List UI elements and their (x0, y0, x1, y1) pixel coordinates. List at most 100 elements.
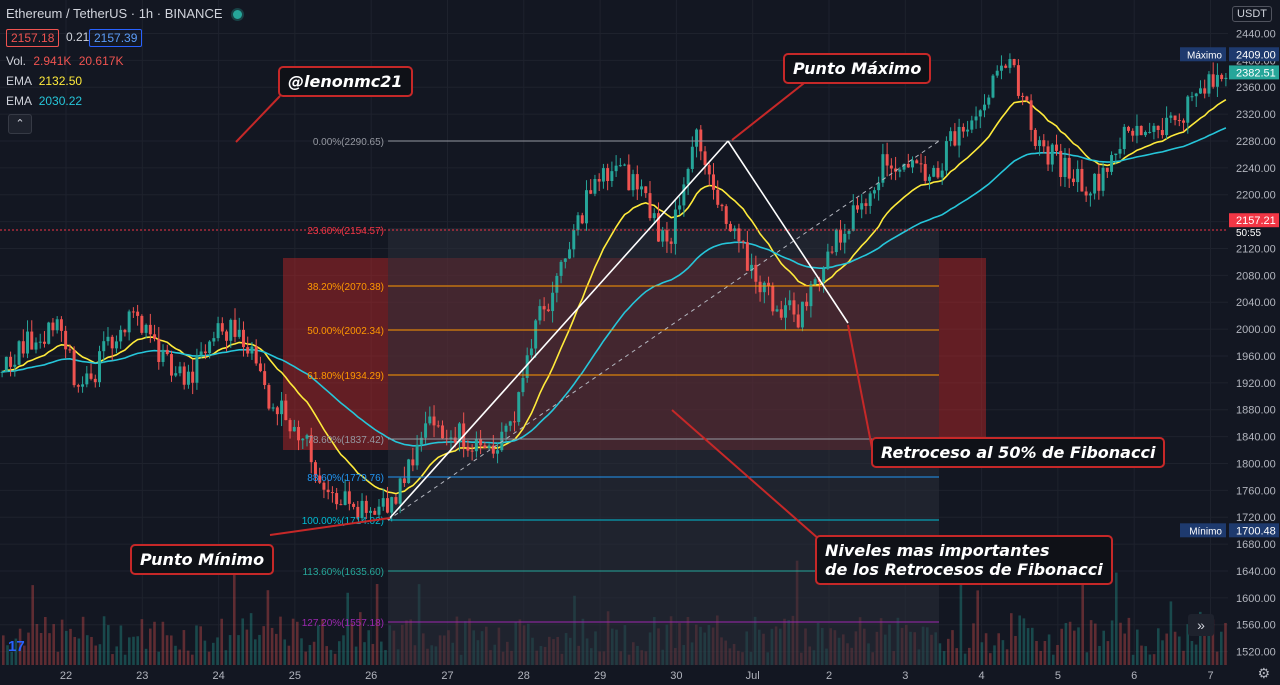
levels-callout-line1: Niveles mas importantes (825, 541, 1050, 560)
candle-body (131, 311, 135, 313)
candle-body (961, 126, 965, 132)
author-callout: @lenonmc21 (278, 66, 413, 97)
volume-bar (48, 633, 51, 665)
candle-body (419, 437, 423, 445)
symbol-header[interactable]: Ethereum / TetherUS · 1h · BINANCE (6, 6, 242, 21)
candle-body (144, 324, 148, 333)
volume-bar (1224, 622, 1227, 665)
annotation-pointer (847, 324, 873, 449)
candle-body (995, 70, 999, 76)
candle-body (754, 264, 758, 282)
volume-bar (115, 646, 118, 665)
candle-body (546, 309, 550, 312)
volume-bar (1106, 641, 1110, 665)
volume-bar (266, 590, 270, 665)
candle-body (1105, 167, 1109, 172)
candle-body (275, 407, 279, 415)
candle-body (1008, 59, 1012, 68)
sell-price[interactable]: 2157.18 (6, 29, 60, 47)
buy-price[interactable]: 2157.39 (89, 29, 143, 47)
candle-body (1173, 115, 1177, 121)
candle-body (212, 338, 216, 342)
candle-body (1220, 74, 1224, 80)
current-price-bg (1229, 213, 1279, 228)
price-tick: 2360.00 (1236, 82, 1276, 94)
volume-bar (161, 621, 165, 665)
volume-bar (228, 635, 232, 665)
candle-body (402, 478, 406, 484)
max-price-label-bg (1180, 47, 1226, 62)
candle-body (339, 504, 343, 506)
candle-body (369, 510, 372, 513)
gear-icon[interactable]: ⚙ (1257, 665, 1270, 681)
price-tick: 1960.00 (1236, 351, 1276, 363)
volume-bar (10, 651, 13, 665)
candle-body (1224, 77, 1228, 80)
candle-body (428, 416, 432, 424)
volume-bar (1052, 654, 1055, 665)
volume-bar (1005, 649, 1009, 665)
volume-bar (27, 632, 30, 665)
volume-bar (1136, 629, 1139, 665)
candle-body (199, 351, 203, 355)
volume-bar (1119, 622, 1122, 665)
candle-body (326, 489, 330, 493)
volume-bar (102, 616, 106, 665)
volume-bar (968, 647, 971, 665)
candle-body (800, 301, 804, 328)
ema-fast-line (1, 99, 1227, 495)
candle-body (457, 423, 461, 443)
scroll-to-realtime-button[interactable]: » (1188, 614, 1214, 636)
volume-legend[interactable]: Vol. 2.941K 20.617K (6, 54, 123, 68)
candle-body (1076, 168, 1080, 183)
volume-bar (249, 613, 253, 665)
time-tick: 22 (60, 670, 72, 682)
candle-body (1203, 88, 1207, 94)
candle-body (186, 371, 190, 385)
candle-body (330, 492, 334, 494)
candle-body (767, 282, 771, 287)
volume-bar (186, 650, 190, 665)
candle-body (398, 478, 402, 504)
volume-bar (283, 639, 286, 665)
collapse-legend-button[interactable]: ⌃ (8, 114, 32, 134)
volume-bar (308, 644, 312, 665)
candle-body (72, 350, 76, 386)
candle-body (707, 165, 711, 175)
volume-bar (1064, 622, 1068, 665)
annotation-pointer (235, 95, 281, 143)
price-tick: 1800.00 (1236, 458, 1276, 470)
fib-label: 78.60%(1837.42) (307, 435, 384, 446)
trend-drawings[interactable] (235, 79, 940, 541)
volume-bar (1081, 573, 1084, 665)
symbol-title: Ethereum / TetherUS · 1h · BINANCE (6, 6, 223, 21)
candle-body (983, 104, 986, 111)
price-axis[interactable]: 2440.002400.002360.002320.002280.002240.… (1180, 0, 1280, 685)
ema-slow-legend[interactable]: EMA 2030.22 (6, 94, 82, 108)
fib-levels[interactable]: 0.00%(2290.65) 23.60%(2154.57) 38.20%(2070… (0, 137, 1228, 629)
volume-bar (371, 643, 375, 665)
volume-bar (976, 590, 979, 665)
current-price-value: 2157.21 (1236, 215, 1276, 227)
candle-body (364, 500, 368, 513)
candle-body (572, 230, 576, 250)
candle-body (123, 329, 127, 333)
volume-bar (1203, 625, 1206, 665)
candle-body (1067, 157, 1071, 179)
max-price-bg (1229, 47, 1279, 62)
volume-bar (1152, 654, 1156, 665)
candle-body (195, 354, 199, 383)
tradingview-logo[interactable]: 17 (8, 638, 25, 655)
candle-body (242, 329, 245, 348)
currency-button[interactable]: USDT (1232, 6, 1272, 22)
volume-bar (350, 622, 354, 665)
candle-body (191, 371, 195, 383)
candle-body (1169, 115, 1173, 118)
ema-fast-legend[interactable]: EMA 2132.50 (6, 74, 82, 88)
volume-bar (1131, 654, 1135, 665)
candle-body (390, 497, 394, 513)
candle-body (280, 400, 284, 415)
candle-body (771, 286, 775, 312)
time-axis[interactable]: 22 23 24 25 26 27 28 29 30 Jul 2 3 4 5 6 7 (60, 670, 1214, 682)
